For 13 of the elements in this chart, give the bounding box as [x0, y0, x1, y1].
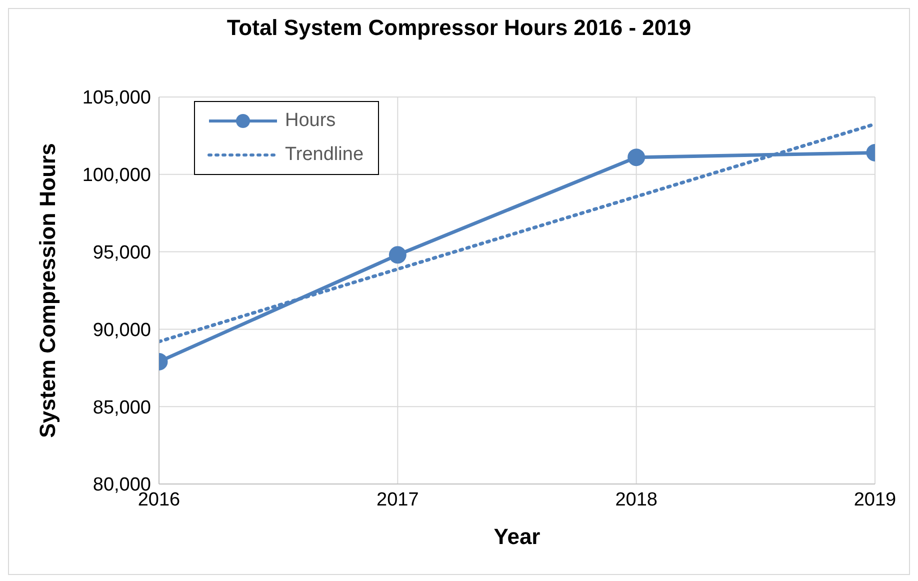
y-axis-title: System Compression Hours	[34, 143, 60, 438]
y-tick-label: 85,000	[92, 397, 151, 418]
chart-title: Total System Compressor Hours 2016 - 2019	[226, 15, 692, 41]
x-axis-title: Year	[494, 524, 541, 549]
x-tick-label: 2019	[854, 489, 896, 510]
legend-label: Hours	[285, 110, 336, 132]
x-tick-label: 2017	[376, 489, 419, 510]
y-tick-label: 95,000	[92, 242, 151, 264]
legend-label: Trendline	[285, 144, 364, 166]
y-tick-label: 105,000	[82, 88, 151, 109]
y-tick-label: 90,000	[92, 320, 151, 341]
x-tick-label: 2018	[615, 489, 658, 510]
y-tick-label: 100,000	[82, 165, 151, 186]
